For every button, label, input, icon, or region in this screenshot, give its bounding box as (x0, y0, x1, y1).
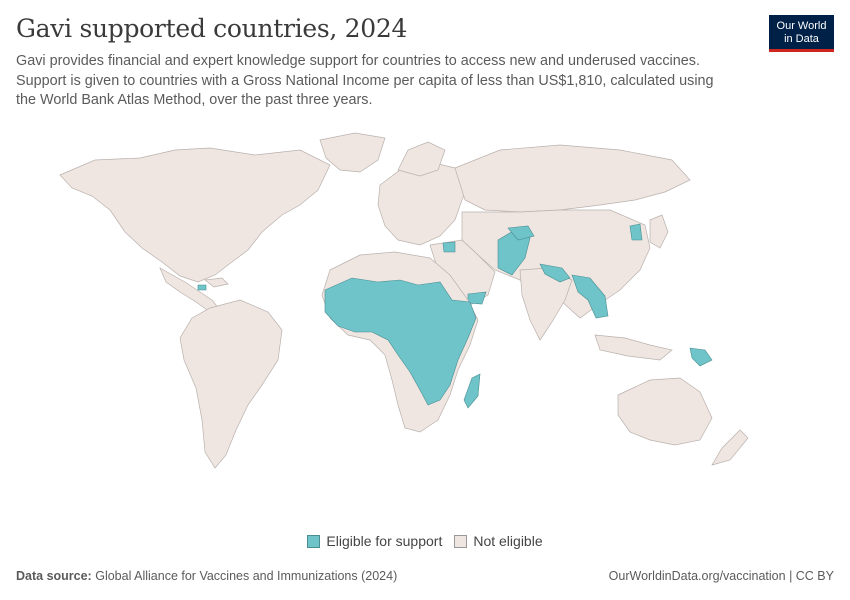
country-yemen[interactable] (467, 291, 487, 305)
world-map[interactable] (0, 120, 850, 520)
country-papua-new-guinea[interactable] (689, 347, 713, 367)
country-haiti[interactable] (197, 284, 207, 291)
region-australia[interactable] (617, 377, 713, 446)
data-source-text[interactable]: Global Alliance for Vaccines and Immuniz… (95, 569, 398, 583)
country-nepal-bangladesh[interactable] (539, 263, 571, 283)
footer-link[interactable]: OurWorldinData.org/vaccination | CC BY (608, 569, 834, 583)
data-source-prefix: Data source: (16, 569, 92, 583)
region-south-america[interactable] (179, 299, 283, 469)
country-north-korea[interactable] (629, 223, 643, 241)
legend-swatch-not-eligible (454, 534, 468, 548)
owid-logo[interactable]: Our World in Data (769, 15, 834, 52)
region-greenland[interactable] (319, 132, 386, 173)
legend-item-eligible[interactable]: Eligible for support (307, 533, 442, 549)
region-japan[interactable] (649, 214, 669, 249)
region-southeast-asia-islands[interactable] (594, 334, 673, 361)
region-scandinavia[interactable] (397, 141, 446, 177)
legend-item-not-eligible[interactable]: Not eligible (454, 533, 543, 549)
country-myanmar-laos-cambodia[interactable] (571, 274, 609, 319)
region-caribbean[interactable] (204, 277, 229, 288)
chart-title: Gavi supported countries, 2024 (16, 14, 408, 43)
legend: Eligible for support Not eligible (0, 531, 850, 551)
region-russia[interactable] (454, 144, 691, 213)
region-sub-saharan-eligible[interactable] (324, 277, 477, 406)
legend-swatch-eligible (307, 534, 321, 548)
chart-subtitle: Gavi provides financial and expert knowl… (16, 53, 714, 108)
region-new-zealand[interactable] (711, 429, 749, 466)
legend-label-eligible: Eligible for support (326, 533, 443, 549)
region-north-america[interactable] (59, 147, 331, 283)
data-source: Data source: Global Alliance for Vaccine… (16, 569, 397, 583)
logo-line-2: in Data (784, 32, 819, 45)
country-kyrgyz-tajikistan[interactable] (507, 225, 535, 241)
legend-label-not-eligible: Not eligible (473, 533, 543, 549)
country-syria[interactable] (442, 241, 456, 253)
logo-line-1: Our World (776, 20, 827, 32)
country-madagascar[interactable] (463, 373, 481, 409)
